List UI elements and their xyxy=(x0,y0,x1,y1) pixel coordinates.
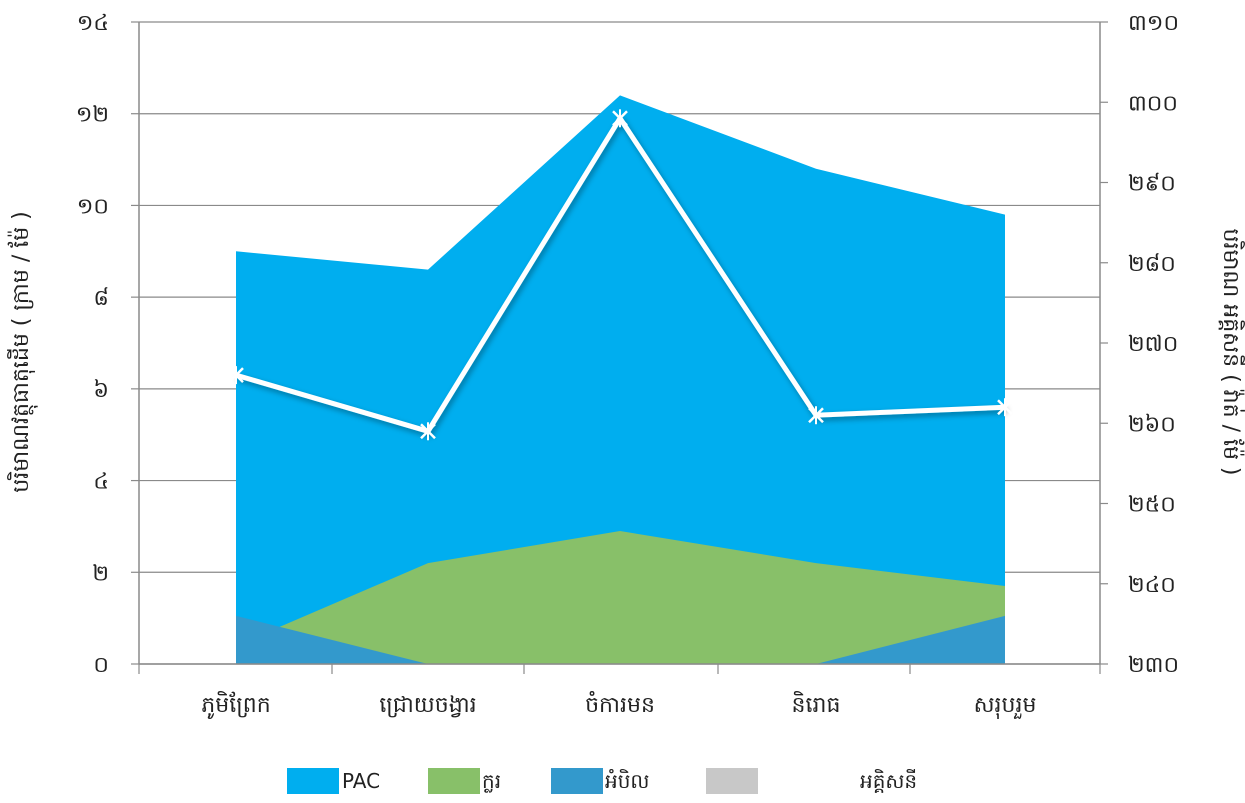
x-tick-label: និរោធ xyxy=(792,691,841,718)
legend-item: អគ្គិសនី xyxy=(706,768,917,794)
right-tick-label: ២៩០ xyxy=(1128,172,1176,197)
left-tick-label: ៦ xyxy=(93,378,109,403)
legend-swatch xyxy=(287,768,339,794)
legend-swatch xyxy=(706,768,758,794)
left-tick-label: ៤ xyxy=(93,470,109,495)
legend: PAC ក្លរ អំបិល អគ្គិសនី xyxy=(287,768,917,794)
legend-label: ក្លរ xyxy=(482,769,501,793)
left-tick-label: ០ xyxy=(93,653,109,678)
line-marker xyxy=(228,366,244,385)
x-tick-label: សរុបរួម xyxy=(974,693,1037,719)
left-tick-label: ១២ xyxy=(76,103,109,128)
right-tick-label: ២៤០ xyxy=(1128,573,1176,598)
right-tick-label: ២៣០ xyxy=(1128,653,1179,678)
legend-swatch xyxy=(551,768,603,794)
line-marker xyxy=(420,422,436,441)
legend-item: ក្លរ xyxy=(428,768,501,794)
left-tick-label: ១០ xyxy=(77,194,109,219)
line-marker xyxy=(997,398,1013,417)
x-tick-label: ភូមិព្រែក xyxy=(201,691,270,719)
legend-label: PAC xyxy=(342,769,380,793)
right-tick-label: ២៥០ xyxy=(1128,493,1176,518)
right-axis-title: បរិមាណ អគ្គិសនី ( វ៉ាត់ / ម៉ែ ) xyxy=(1218,228,1245,475)
area-អំបិល xyxy=(236,615,1005,664)
legend-label: អគ្គិសនី xyxy=(860,768,917,793)
left-tick-label: ២ xyxy=(92,561,109,586)
legend-label: អំបិល xyxy=(605,768,649,793)
line-marker xyxy=(808,406,824,425)
right-tick-label: ២៨០ xyxy=(1128,252,1176,277)
right-tick-label: ៣០០ xyxy=(1128,91,1178,116)
area-ក្លរ xyxy=(236,531,1005,664)
left-tick-label: ៨ xyxy=(93,286,109,311)
x-tick-label: ជ្រោយចង្វារ xyxy=(379,693,476,718)
legend-item: អំបិល xyxy=(551,768,649,794)
axes xyxy=(131,21,1108,674)
left-tick-label: ១៤ xyxy=(77,11,109,36)
legend-item: PAC xyxy=(287,768,380,794)
area-PAC xyxy=(236,95,1005,664)
line-series xyxy=(228,109,1013,441)
right-tick-label: ២៦០ xyxy=(1128,412,1176,437)
x-tick-label: ចំការមន xyxy=(585,691,655,718)
left-axis-title: បរិមាណវត្ថុធាតុដើម ( ក្រាម / ម៉ែ ) xyxy=(7,211,38,492)
line-marker xyxy=(612,109,628,128)
right-tick-label: ៣១០ xyxy=(1128,11,1179,36)
right-tick-label: ២៧០ xyxy=(1128,332,1178,357)
area-series xyxy=(236,95,1005,664)
legend-swatch xyxy=(428,768,480,794)
